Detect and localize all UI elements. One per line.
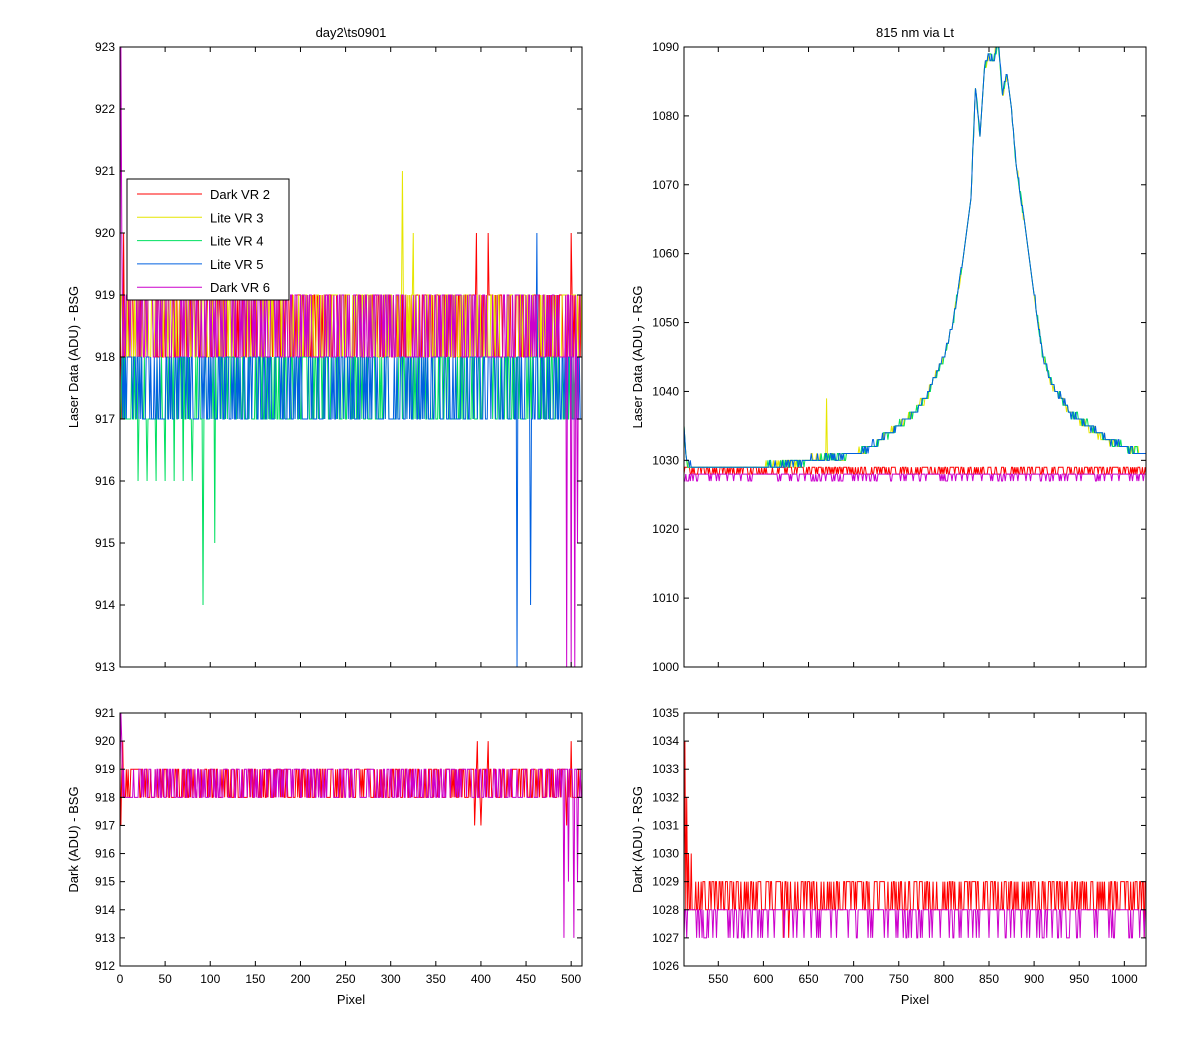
y-tick-label: 1040 bbox=[652, 384, 679, 398]
legend-entry: Lite VR 5 bbox=[210, 257, 263, 272]
panel-left_bottom: 0 50 100 150 200 250 300 350 400 450 500 912 913 914 9… bbox=[66, 706, 583, 1007]
x-axis-label: Pixel bbox=[337, 992, 365, 1007]
x-tick-label: 1000 bbox=[1111, 972, 1138, 986]
x-tick-label: 0 bbox=[117, 972, 124, 986]
y-tick-label: 1035 bbox=[652, 706, 679, 720]
x-tick-label: 700 bbox=[844, 972, 864, 986]
y-tick-label: 922 bbox=[95, 102, 115, 116]
legend-entry: Lite VR 4 bbox=[210, 234, 263, 249]
y-tick-label: 1020 bbox=[652, 522, 679, 536]
y-tick-label: 916 bbox=[95, 474, 115, 488]
series-line-lite-vr-3 bbox=[684, 47, 1146, 468]
y-tick-label: 919 bbox=[95, 762, 115, 776]
y-tick-label: 913 bbox=[95, 660, 115, 674]
x-tick-label: 350 bbox=[426, 972, 446, 986]
x-tick-label: 250 bbox=[336, 972, 356, 986]
series-group bbox=[120, 47, 582, 667]
y-tick-label: 1031 bbox=[652, 818, 679, 832]
y-tick-label: 921 bbox=[95, 706, 115, 720]
y-tick-label: 914 bbox=[95, 598, 115, 612]
x-axis-label: Pixel bbox=[901, 992, 929, 1007]
plot-frame bbox=[683, 712, 1147, 967]
y-tick-label: 1032 bbox=[652, 790, 679, 804]
x-tick-label: 550 bbox=[708, 972, 728, 986]
y-tick-label: 1090 bbox=[652, 40, 679, 54]
y-tick-label: 1027 bbox=[652, 931, 679, 945]
y-tick-label: 1029 bbox=[652, 875, 679, 889]
panel-right_top: 1000 1010 1020 1030 1040 1050 1060 1070 1080 1090… bbox=[630, 25, 1147, 674]
y-axis-label: Dark (ADU) - RSG bbox=[630, 786, 645, 893]
y-tick-label: 919 bbox=[95, 288, 115, 302]
x-tick-label: 150 bbox=[245, 972, 265, 986]
x-tick-label: 300 bbox=[381, 972, 401, 986]
x-tick-label: 50 bbox=[158, 972, 172, 986]
series-group bbox=[684, 47, 1146, 482]
chart-title: 815 nm via Lt bbox=[876, 25, 954, 40]
series-line-dark-vr-2 bbox=[684, 741, 1146, 938]
x-tick-label: 400 bbox=[471, 972, 491, 986]
x-tick-label: 850 bbox=[979, 972, 999, 986]
y-axis-label: Laser Data (ADU) - RSG bbox=[630, 285, 645, 428]
y-tick-label: 1030 bbox=[652, 847, 679, 861]
y-tick-label: 1060 bbox=[652, 247, 679, 261]
y-tick-label: 1028 bbox=[652, 903, 679, 917]
y-tick-label: 913 bbox=[95, 931, 115, 945]
series-line-dark-vr-6 bbox=[684, 473, 1146, 482]
chart-title: day2\ts0901 bbox=[316, 25, 387, 40]
y-tick-label: 920 bbox=[95, 226, 115, 240]
y-tick-label: 921 bbox=[95, 164, 115, 178]
x-tick-label: 650 bbox=[799, 972, 819, 986]
y-tick-label: 1034 bbox=[652, 734, 679, 748]
series-line-lite-vr-4 bbox=[684, 47, 1146, 468]
y-tick-label: 1010 bbox=[652, 591, 679, 605]
x-tick-label: 200 bbox=[290, 972, 310, 986]
y-tick-label: 1080 bbox=[652, 109, 679, 123]
legend: Dark VR 2 Lite VR 3 Lite VR 4 Lite VR 5 Dark… bbox=[126, 178, 290, 301]
y-tick-label: 918 bbox=[95, 790, 115, 804]
legend-entry: Dark VR 6 bbox=[210, 280, 270, 295]
series-line-lite-vr-5 bbox=[684, 47, 1146, 468]
y-tick-label: 914 bbox=[95, 903, 115, 917]
series-line-dark-vr-6 bbox=[120, 713, 582, 938]
series-line-dark-vr-2 bbox=[684, 466, 1146, 475]
series-group bbox=[684, 741, 1146, 939]
y-tick-label: 918 bbox=[95, 350, 115, 364]
plot-frame bbox=[683, 46, 1147, 668]
y-tick-label: 912 bbox=[95, 959, 115, 973]
x-tick-label: 950 bbox=[1069, 972, 1089, 986]
y-tick-label: 917 bbox=[95, 412, 115, 426]
y-tick-label: 923 bbox=[95, 40, 115, 54]
x-tick-label: 450 bbox=[516, 972, 536, 986]
y-tick-label: 1050 bbox=[652, 316, 679, 330]
x-tick-label: 600 bbox=[753, 972, 773, 986]
y-tick-label: 915 bbox=[95, 875, 115, 889]
legend-box bbox=[126, 178, 290, 301]
y-axis-label: Dark (ADU) - BSG bbox=[66, 786, 81, 892]
legend-entry: Lite VR 3 bbox=[210, 210, 263, 225]
panel-right_bottom: 550 600 650 700 750 800 850 900 950 1000 1026 1027 1… bbox=[630, 706, 1147, 1007]
panel-left_top: 913 914 915 916 917 918 919 920 921 922 923 day2\ts… bbox=[66, 25, 583, 674]
y-tick-label: 920 bbox=[95, 734, 115, 748]
y-tick-label: 1033 bbox=[652, 762, 679, 776]
x-tick-label: 100 bbox=[200, 972, 220, 986]
y-tick-label: 916 bbox=[95, 847, 115, 861]
plot-frame bbox=[119, 712, 583, 967]
x-tick-label: 500 bbox=[561, 972, 581, 986]
series-group bbox=[120, 713, 582, 938]
y-tick-label: 915 bbox=[95, 536, 115, 550]
series-line-dark-vr-6 bbox=[684, 909, 1146, 939]
x-tick-label: 900 bbox=[1024, 972, 1044, 986]
y-tick-label: 1070 bbox=[652, 178, 679, 192]
x-tick-label: 750 bbox=[889, 972, 909, 986]
y-tick-label: 1000 bbox=[652, 660, 679, 674]
legend-entry: Dark VR 2 bbox=[210, 187, 270, 202]
y-tick-label: 1030 bbox=[652, 453, 679, 467]
y-tick-label: 917 bbox=[95, 818, 115, 832]
y-tick-label: 1026 bbox=[652, 959, 679, 973]
x-tick-label: 800 bbox=[934, 972, 954, 986]
y-axis-label: Laser Data (ADU) - BSG bbox=[66, 286, 81, 428]
